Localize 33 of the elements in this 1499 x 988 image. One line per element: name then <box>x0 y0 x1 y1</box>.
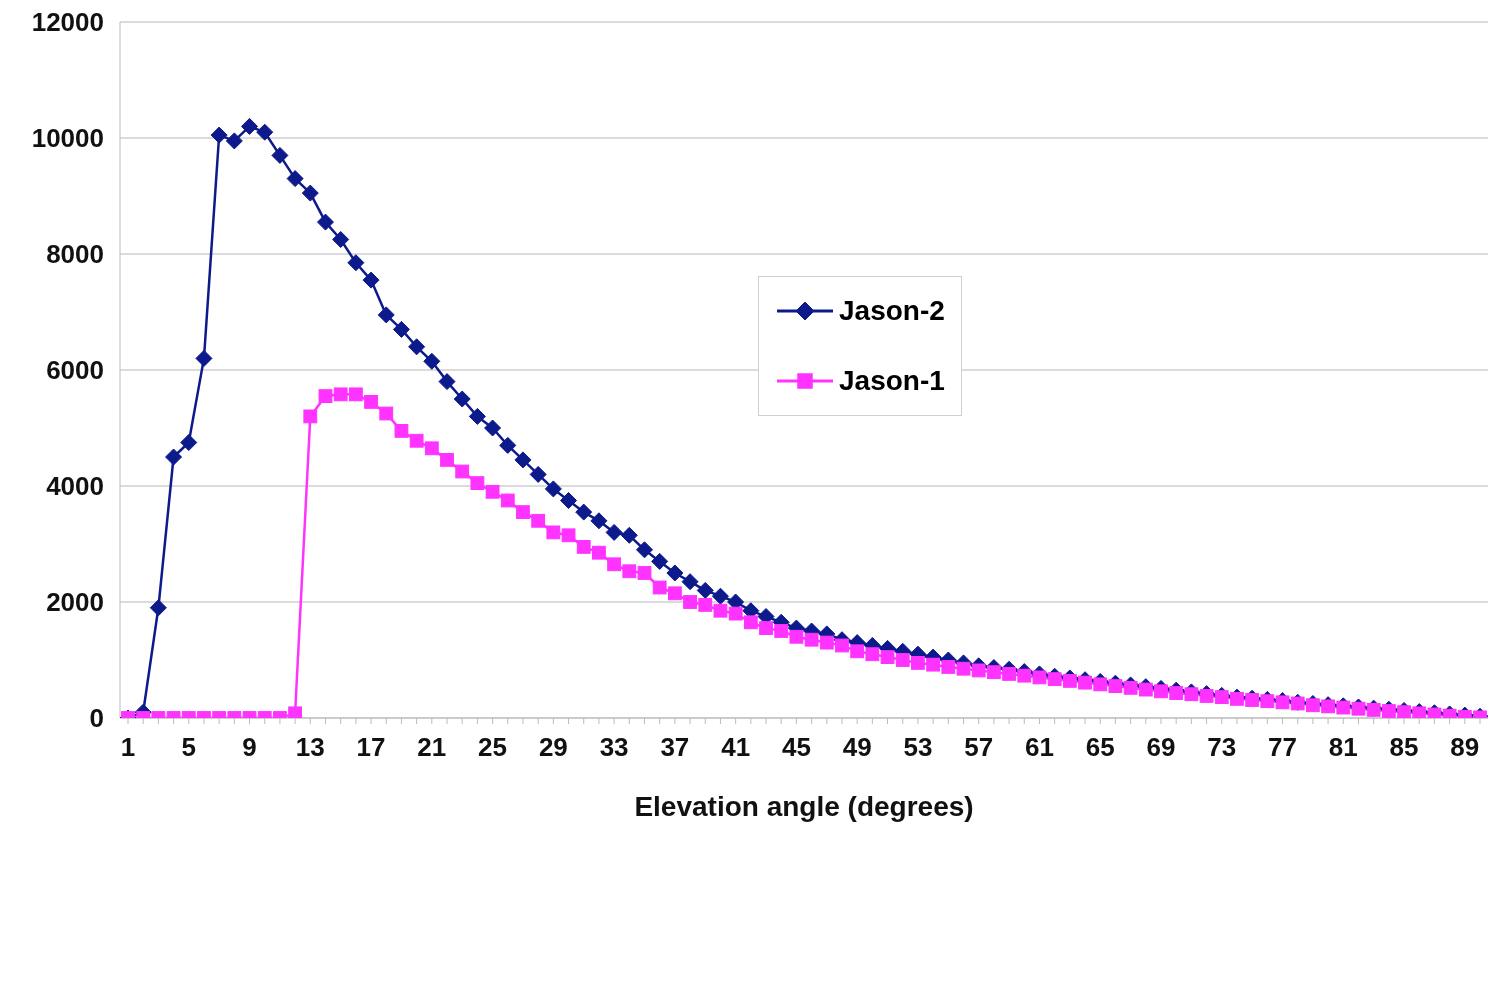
y-tick-label: 8000 <box>46 239 104 270</box>
x-tick-label: 53 <box>903 732 933 763</box>
x-tick-label: 69 <box>1146 732 1176 763</box>
x-tick-label: 89 <box>1450 732 1480 763</box>
x-tick-label: 1 <box>120 732 136 763</box>
x-tick-label: 17 <box>356 732 386 763</box>
x-tick-label: 5 <box>181 732 196 763</box>
x-tick-label: 33 <box>599 732 629 763</box>
x-tick-label: 85 <box>1389 732 1419 763</box>
x-tick-label: 9 <box>242 732 257 763</box>
y-tick-label: 4000 <box>46 471 104 502</box>
x-tick-label: 13 <box>295 732 325 763</box>
legend-label: Jason-1 <box>839 365 945 397</box>
x-tick-label: 65 <box>1085 732 1115 763</box>
x-tick-label: 61 <box>1025 732 1054 763</box>
y-tick-label: 2000 <box>46 587 104 618</box>
x-tick-label: 81 <box>1328 732 1358 763</box>
y-tick-label: 10000 <box>31 123 104 154</box>
y-tick-label: 12000 <box>31 7 104 38</box>
x-tick-label: 49 <box>842 732 872 763</box>
x-tick-label: 57 <box>964 732 994 763</box>
x-tick-label: 25 <box>478 732 508 763</box>
x-tick-label: 77 <box>1268 732 1297 763</box>
x-tick-label: 41 <box>721 732 751 763</box>
x-axis-title: Elevation angle (degrees) <box>634 791 974 822</box>
y-tick-label: 0 <box>89 703 104 734</box>
x-tick-label: 21 <box>417 732 447 763</box>
legend-label: Jason-2 <box>839 295 945 327</box>
x-tick-label: 45 <box>781 732 811 763</box>
x-tick-label: 37 <box>660 732 690 763</box>
y-tick-label: 6000 <box>46 355 104 386</box>
x-tick-label: 73 <box>1207 732 1237 763</box>
x-tick-label: 29 <box>538 732 568 763</box>
